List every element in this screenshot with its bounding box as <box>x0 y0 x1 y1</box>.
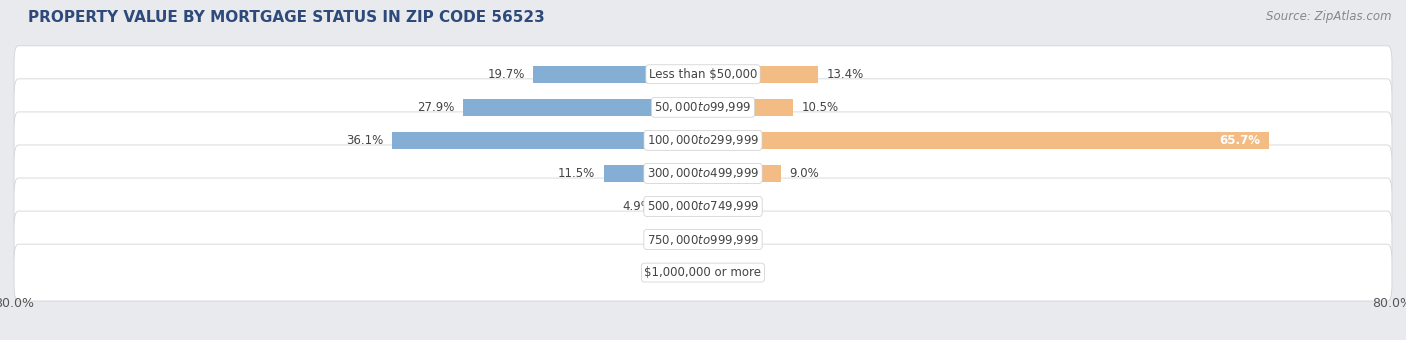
Bar <box>703 132 1268 149</box>
Text: PROPERTY VALUE BY MORTGAGE STATUS IN ZIP CODE 56523: PROPERTY VALUE BY MORTGAGE STATUS IN ZIP… <box>28 10 546 25</box>
FancyBboxPatch shape <box>14 46 1392 103</box>
Bar <box>392 132 703 149</box>
Text: 10.5%: 10.5% <box>801 101 839 114</box>
FancyBboxPatch shape <box>14 244 1392 301</box>
Text: $100,000 to $299,999: $100,000 to $299,999 <box>647 133 759 147</box>
Legend: Without Mortgage, With Mortgage: Without Mortgage, With Mortgage <box>572 336 834 340</box>
Text: 27.9%: 27.9% <box>416 101 454 114</box>
FancyBboxPatch shape <box>14 145 1392 202</box>
FancyBboxPatch shape <box>14 178 1392 235</box>
Text: $1,000,000 or more: $1,000,000 or more <box>644 266 762 279</box>
Text: 36.1%: 36.1% <box>346 134 384 147</box>
Text: 0.0%: 0.0% <box>665 233 695 246</box>
Text: 13.4%: 13.4% <box>827 68 865 81</box>
Text: Less than $50,000: Less than $50,000 <box>648 68 758 81</box>
Text: 1.5%: 1.5% <box>724 266 754 279</box>
Text: 65.7%: 65.7% <box>1219 134 1260 147</box>
Text: 4.9%: 4.9% <box>623 200 652 213</box>
Bar <box>703 165 780 182</box>
Bar <box>703 264 716 281</box>
Text: 11.5%: 11.5% <box>558 167 595 180</box>
FancyBboxPatch shape <box>14 211 1392 268</box>
Text: Source: ZipAtlas.com: Source: ZipAtlas.com <box>1267 10 1392 23</box>
Text: $500,000 to $749,999: $500,000 to $749,999 <box>647 200 759 214</box>
Text: 9.0%: 9.0% <box>789 167 818 180</box>
Text: 0.0%: 0.0% <box>665 266 695 279</box>
Text: 0.0%: 0.0% <box>711 233 741 246</box>
FancyBboxPatch shape <box>14 79 1392 136</box>
Text: 19.7%: 19.7% <box>488 68 524 81</box>
Bar <box>605 165 703 182</box>
Bar <box>703 99 793 116</box>
Text: $750,000 to $999,999: $750,000 to $999,999 <box>647 233 759 246</box>
Bar <box>661 198 703 215</box>
Bar <box>463 99 703 116</box>
Text: $50,000 to $99,999: $50,000 to $99,999 <box>654 100 752 114</box>
Bar <box>533 66 703 83</box>
FancyBboxPatch shape <box>14 112 1392 169</box>
Bar <box>703 66 818 83</box>
Text: $300,000 to $499,999: $300,000 to $499,999 <box>647 166 759 181</box>
Text: 0.0%: 0.0% <box>711 200 741 213</box>
